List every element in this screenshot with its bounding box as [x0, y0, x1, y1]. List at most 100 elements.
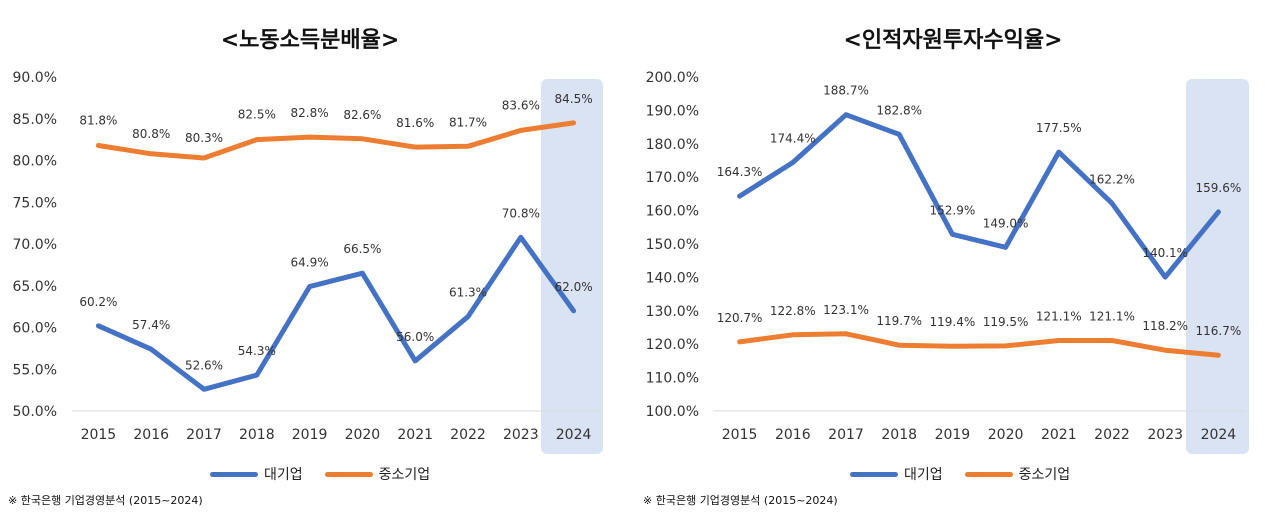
y-tick-label: 65.0% [13, 279, 57, 295]
x-tick-label: 2018 [881, 427, 917, 443]
legend-label-large: 대기업 [904, 467, 943, 483]
data-label: 118.2% [1142, 319, 1188, 333]
chart-title: <노동소득분배율> [220, 28, 400, 53]
legend-label-large: 대기업 [264, 467, 303, 483]
y-tick-label: 140.0% [646, 270, 699, 286]
y-tick-label: 180.0% [646, 137, 699, 153]
y-tick-label: 190.0% [646, 103, 699, 119]
highlight-band-2024 [541, 79, 603, 454]
data-label: 66.5% [343, 242, 381, 256]
data-label: 70.8% [502, 206, 540, 220]
y-tick-label: 90.0% [13, 70, 57, 86]
data-label: 81.6% [396, 116, 434, 130]
data-label: 122.8% [770, 304, 816, 318]
data-label: 81.8% [79, 113, 117, 127]
data-label: 152.9% [930, 203, 976, 217]
legend-swatch-large [210, 471, 258, 477]
data-label: 174.4% [770, 132, 816, 146]
data-label: 81.7% [449, 115, 487, 129]
legend-item-sme: 중소기업 [964, 464, 1070, 484]
data-label: 123.1% [823, 303, 869, 317]
data-label: 149.0% [983, 216, 1029, 230]
data-label: 182.8% [876, 103, 922, 117]
series-line-large [737, 112, 1221, 280]
data-label: 121.1% [1036, 310, 1082, 324]
data-label: 119.4% [930, 315, 976, 329]
x-tick-label: 2019 [935, 427, 971, 443]
y-tick-label: 130.0% [646, 304, 699, 320]
data-label: 82.5% [238, 108, 276, 122]
series-line-large [95, 234, 577, 392]
y-tick-label: 110.0% [646, 371, 699, 387]
y-tick-label: 200.0% [646, 70, 699, 86]
legend-swatch-large [850, 471, 898, 477]
data-label: 82.6% [343, 108, 381, 122]
legend-swatch-sme [964, 471, 1013, 477]
y-tick-label: 70.0% [13, 237, 57, 253]
data-label: 120.7% [717, 311, 763, 325]
series-line-sme [737, 331, 1221, 358]
x-tick-label: 2021 [397, 427, 433, 443]
chart-legend: 대기업 중소기업 [210, 464, 452, 484]
y-tick-label: 50.0% [13, 404, 57, 420]
x-tick-label: 2019 [292, 427, 328, 443]
data-label: 84.5% [555, 92, 593, 106]
highlight-band-2024 [1186, 79, 1249, 454]
series-line-sme [95, 120, 577, 161]
data-label: 83.6% [502, 98, 540, 112]
legend-label-sme: 중소기업 [378, 467, 431, 483]
x-tick-label: 2022 [1094, 427, 1130, 443]
chart-panel-hr-roi: 200.0% 190.0% 180.0% 170.0% 160.0% 150.0% 140.… [635, 0, 1270, 522]
y-tick-label: 85.0% [13, 112, 57, 128]
data-label: 119.5% [983, 315, 1029, 329]
data-label: 119.7% [876, 314, 922, 328]
data-label: 188.7% [823, 84, 869, 98]
x-tick-label: 2023 [1147, 427, 1183, 443]
x-tick-label: 2020 [988, 427, 1024, 443]
hr-roi-chart: 200.0% 190.0% 180.0% 170.0% 160.0% 150.0% 140.… [646, 70, 1249, 454]
x-tick-label: 2017 [828, 427, 864, 443]
x-tick-label: 2024 [1201, 427, 1237, 443]
data-label: 61.3% [449, 286, 487, 300]
data-label: 140.1% [1142, 246, 1188, 260]
x-tick-label: 2024 [556, 427, 592, 443]
data-label: 54.3% [238, 344, 276, 358]
y-tick-label: 75.0% [13, 195, 57, 211]
data-label: 56.0% [396, 330, 434, 344]
x-tick-label: 2016 [775, 427, 811, 443]
chart-panel-labor-share: 90.0% 85.0% 80.0% 75.0% 70.0% 65.0% 60.0% 55.0%… [8, 28, 603, 507]
data-label: 159.6% [1196, 181, 1242, 195]
data-label: 52.6% [185, 358, 223, 372]
y-tick-label: 80.0% [13, 154, 57, 170]
data-label: 62.0% [555, 280, 593, 294]
chart-legend: 대기업 중소기업 [850, 464, 1092, 484]
x-tick-label: 2018 [239, 427, 275, 443]
x-tick-label: 2017 [186, 427, 222, 443]
y-tick-label: 150.0% [646, 237, 699, 253]
y-tick-label: 60.0% [13, 321, 57, 337]
data-label: 57.4% [132, 318, 170, 332]
y-tick-label: 55.0% [13, 362, 57, 378]
x-tick-label: 2023 [503, 427, 539, 443]
legend-item-large: 대기업 [850, 464, 943, 484]
y-tick-label: 120.0% [646, 337, 699, 353]
x-tick-label: 2016 [133, 427, 169, 443]
x-tick-label: 2022 [450, 427, 486, 443]
x-tick-label: 2015 [722, 427, 758, 443]
y-tick-label: 160.0% [646, 204, 699, 220]
data-label: 60.2% [79, 295, 117, 309]
legend-swatch-sme [324, 471, 373, 477]
data-label: 80.8% [132, 127, 170, 141]
data-label: 177.5% [1036, 121, 1082, 135]
x-tick-label: 2021 [1041, 427, 1077, 443]
source-note: ※ 한국은행 기업경영분석 (2015~2024) [8, 494, 203, 507]
data-label: 164.3% [717, 165, 763, 179]
x-tick-label: 2020 [345, 427, 381, 443]
source-note: ※ 한국은행 기업경영분석 (2015~2024) [643, 494, 838, 507]
chart-title: <인적자원투자수익율> [843, 28, 1063, 53]
y-tick-label: 170.0% [646, 170, 699, 186]
data-label: 64.9% [291, 256, 329, 270]
y-tick-label: 100.0% [646, 404, 699, 420]
x-tick-label: 2015 [81, 427, 117, 443]
data-label: 121.1% [1089, 310, 1135, 324]
